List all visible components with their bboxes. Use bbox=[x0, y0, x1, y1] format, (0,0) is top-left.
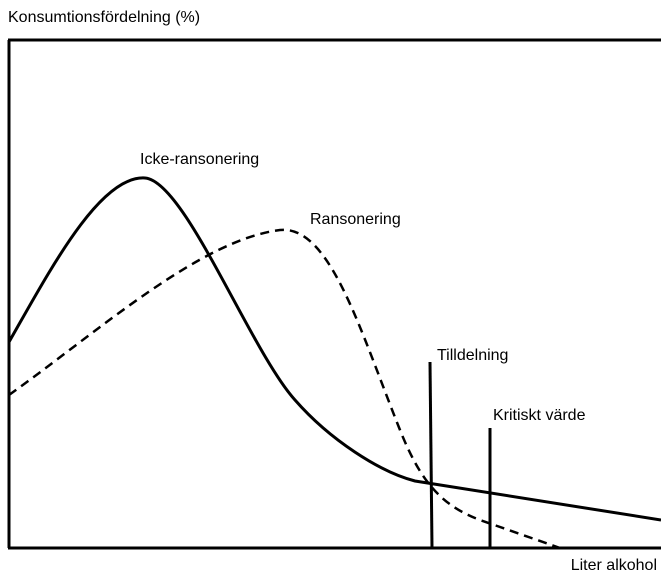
marker-label: Tilldelning bbox=[437, 347, 508, 364]
x-axis-label: Liter alkohol bbox=[571, 557, 657, 574]
frame bbox=[7, 38, 661, 550]
curve-label: Ransonering bbox=[310, 211, 401, 228]
marker-line bbox=[428, 361, 434, 549]
curve-label: Icke-ransonering bbox=[140, 151, 259, 168]
marker-label: Kritiskt värde bbox=[493, 407, 586, 424]
curve-dashed bbox=[8, 228, 561, 550]
curve-solid bbox=[7, 176, 661, 522]
y-axis-label: Konsumtionsfördelning (%) bbox=[8, 9, 200, 26]
